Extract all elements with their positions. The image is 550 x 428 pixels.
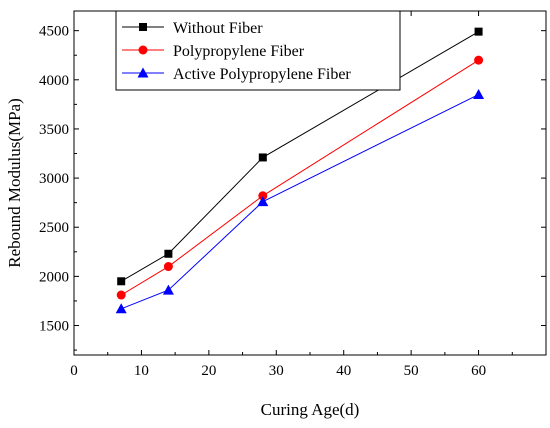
x-axis-title: Curing Age(d) — [261, 400, 360, 419]
data-point — [258, 153, 267, 162]
series-line — [120, 31, 479, 282]
data-point — [115, 303, 127, 314]
y-axis-title: Rebound Modulus(MPa) — [5, 98, 24, 268]
legend-marker — [138, 45, 148, 55]
legend-marker — [139, 23, 147, 31]
legend-label: Active Polypropylene Fiber — [173, 66, 351, 83]
x-tick-label: 50 — [404, 363, 419, 379]
legend-label: Polypropylene Fiber — [173, 43, 305, 60]
series-line — [120, 59, 479, 296]
data-point — [474, 55, 484, 65]
data-point — [163, 262, 173, 272]
y-tick-label: 4000 — [39, 73, 69, 89]
y-tick-label: 3000 — [39, 171, 69, 187]
y-tick-label: 2000 — [39, 269, 69, 285]
data-point — [257, 196, 269, 207]
data-point — [473, 89, 485, 100]
legend: Without Fiber Polypropylene Fiber Active P… — [115, 10, 401, 91]
data-point — [162, 284, 174, 295]
x-tick-label: 60 — [471, 363, 486, 379]
x-tick-label: 20 — [201, 363, 216, 379]
series-line — [121, 94, 479, 310]
data-point — [116, 290, 126, 300]
x-tick-label: 10 — [134, 363, 149, 379]
series-1 — [116, 55, 484, 300]
y-axis: 1500 2000 2500 3000 3500 4000 4500 — [39, 24, 546, 351]
y-tick-label: 3500 — [39, 122, 69, 138]
x-tick-label: 40 — [336, 363, 351, 379]
legend-label: Without Fiber — [173, 20, 263, 37]
data-point — [117, 277, 126, 286]
y-tick-label: 4500 — [39, 24, 69, 40]
x-tick-label: 0 — [70, 363, 78, 379]
x-tick-label: 30 — [269, 363, 284, 379]
data-point — [258, 191, 268, 201]
series-0 — [117, 27, 483, 286]
legend-marker — [137, 67, 149, 78]
y-tick-label: 2500 — [39, 220, 69, 236]
data-point — [164, 249, 173, 258]
series-2 — [115, 89, 485, 314]
data-point — [474, 27, 483, 36]
series-layer — [115, 27, 485, 314]
y-tick-label: 1500 — [39, 319, 69, 335]
